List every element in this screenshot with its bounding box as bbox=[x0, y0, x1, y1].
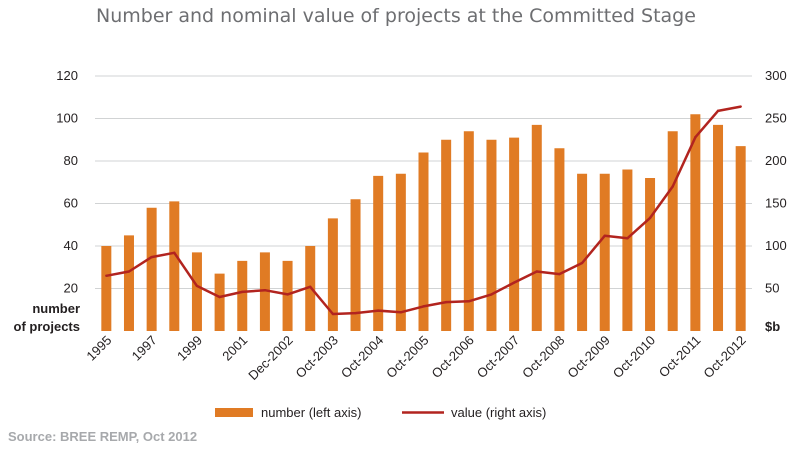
bar bbox=[735, 146, 746, 331]
x-tick-label: Oct-2007 bbox=[474, 333, 522, 381]
right-tick-label: 150 bbox=[765, 196, 787, 211]
line-point bbox=[444, 300, 448, 304]
x-tick-label: Oct-2010 bbox=[610, 333, 658, 381]
left-tick-label: 100 bbox=[56, 111, 78, 126]
x-tick-label: Dec-2002 bbox=[245, 333, 295, 383]
x-tick-label: 2001 bbox=[219, 333, 250, 364]
right-tick-label: 50 bbox=[765, 281, 779, 296]
legend-bar-label: number (left axis) bbox=[261, 405, 361, 420]
line-point bbox=[603, 234, 606, 237]
bar bbox=[509, 137, 520, 331]
line-point bbox=[399, 311, 403, 314]
bar bbox=[327, 218, 338, 331]
right-tick-label: 300 bbox=[765, 68, 787, 83]
left-axis-label-line1: number bbox=[32, 301, 80, 316]
line-point bbox=[535, 270, 538, 273]
bar bbox=[441, 139, 452, 331]
bar bbox=[350, 199, 361, 331]
bar bbox=[169, 201, 180, 331]
x-tick-label: Oct-2009 bbox=[564, 333, 612, 381]
bar bbox=[237, 260, 248, 331]
bar bbox=[214, 273, 225, 331]
line-point bbox=[105, 274, 108, 277]
legend-line-label: value (right axis) bbox=[451, 405, 546, 420]
left-tick-label: 80 bbox=[64, 153, 78, 168]
bar-series bbox=[101, 114, 746, 331]
chart-title: Number and nominal value of projects at … bbox=[96, 5, 696, 27]
right-axis-ticks: 50 100 150 200 250 300 bbox=[765, 68, 787, 296]
line-point bbox=[716, 109, 720, 113]
left-tick-label: 40 bbox=[64, 238, 78, 253]
bar bbox=[486, 139, 497, 331]
line-point bbox=[286, 293, 289, 296]
bar bbox=[123, 235, 134, 331]
bar bbox=[191, 252, 202, 331]
x-tick-label: Oct-2004 bbox=[338, 333, 386, 381]
bar bbox=[622, 169, 633, 331]
bar bbox=[282, 260, 293, 331]
x-tick-label: Oct-2003 bbox=[293, 333, 341, 381]
line-point bbox=[558, 272, 561, 276]
x-tick-label: Oct-2005 bbox=[383, 333, 431, 381]
bar bbox=[146, 207, 157, 331]
bar bbox=[531, 124, 542, 331]
x-tick-label: 1997 bbox=[129, 333, 160, 364]
line-point bbox=[580, 261, 584, 265]
line-point bbox=[467, 300, 471, 303]
x-tick-label: Oct-2008 bbox=[519, 333, 567, 381]
legend-bar-swatch bbox=[215, 408, 253, 417]
line-point bbox=[739, 105, 742, 108]
bar bbox=[554, 148, 565, 331]
line-point bbox=[241, 290, 244, 294]
source-note: Source: BREE REMP, Oct 2012 bbox=[8, 429, 197, 444]
bar bbox=[101, 246, 112, 331]
line-point bbox=[376, 309, 380, 312]
bar bbox=[690, 114, 701, 331]
x-axis-ticks: 1995 1997 1999 2001Dec-2002Oct-2003Oct-2004… bbox=[83, 333, 748, 383]
line-point bbox=[127, 270, 131, 273]
bar bbox=[463, 131, 474, 331]
line-point bbox=[626, 237, 629, 240]
bar bbox=[577, 173, 588, 331]
line-point bbox=[671, 185, 674, 188]
bar bbox=[667, 131, 678, 331]
right-tick-label: 250 bbox=[765, 111, 787, 126]
bar bbox=[395, 173, 406, 331]
line-point bbox=[331, 312, 335, 316]
left-tick-label: 20 bbox=[64, 281, 78, 296]
bar bbox=[418, 152, 429, 331]
bar bbox=[259, 252, 270, 331]
line-point bbox=[354, 311, 357, 315]
x-tick-label: 1995 bbox=[83, 333, 114, 364]
x-tick-label: Oct-2011 bbox=[656, 333, 704, 381]
line-point bbox=[150, 255, 153, 259]
x-tick-label: Oct-2012 bbox=[700, 333, 748, 381]
right-axis-label: $b bbox=[765, 319, 780, 334]
left-axis-ticks: 20 40 60 80 100 120 bbox=[56, 68, 78, 296]
line-point bbox=[512, 281, 516, 284]
bar bbox=[599, 173, 610, 331]
line-point bbox=[694, 136, 697, 139]
bar bbox=[713, 124, 724, 331]
line-point bbox=[218, 295, 221, 299]
left-tick-label: 60 bbox=[64, 196, 78, 211]
line-point bbox=[173, 251, 176, 254]
bar bbox=[373, 175, 384, 331]
left-axis-label-line2: of projects bbox=[14, 319, 80, 334]
x-tick-label: 1999 bbox=[174, 333, 205, 364]
line-point bbox=[422, 305, 425, 308]
left-tick-label: 120 bbox=[56, 68, 78, 83]
legend: number (left axis) value (right axis) bbox=[215, 405, 546, 420]
bar bbox=[645, 178, 656, 331]
line-point bbox=[648, 216, 652, 220]
line-point bbox=[195, 284, 199, 288]
x-tick-label: Oct-2006 bbox=[429, 333, 477, 381]
line-series bbox=[105, 105, 742, 316]
right-tick-label: 100 bbox=[765, 238, 787, 253]
line-point bbox=[309, 285, 312, 288]
line-point bbox=[490, 293, 493, 296]
line-point bbox=[263, 289, 267, 292]
right-tick-label: 200 bbox=[765, 153, 787, 168]
